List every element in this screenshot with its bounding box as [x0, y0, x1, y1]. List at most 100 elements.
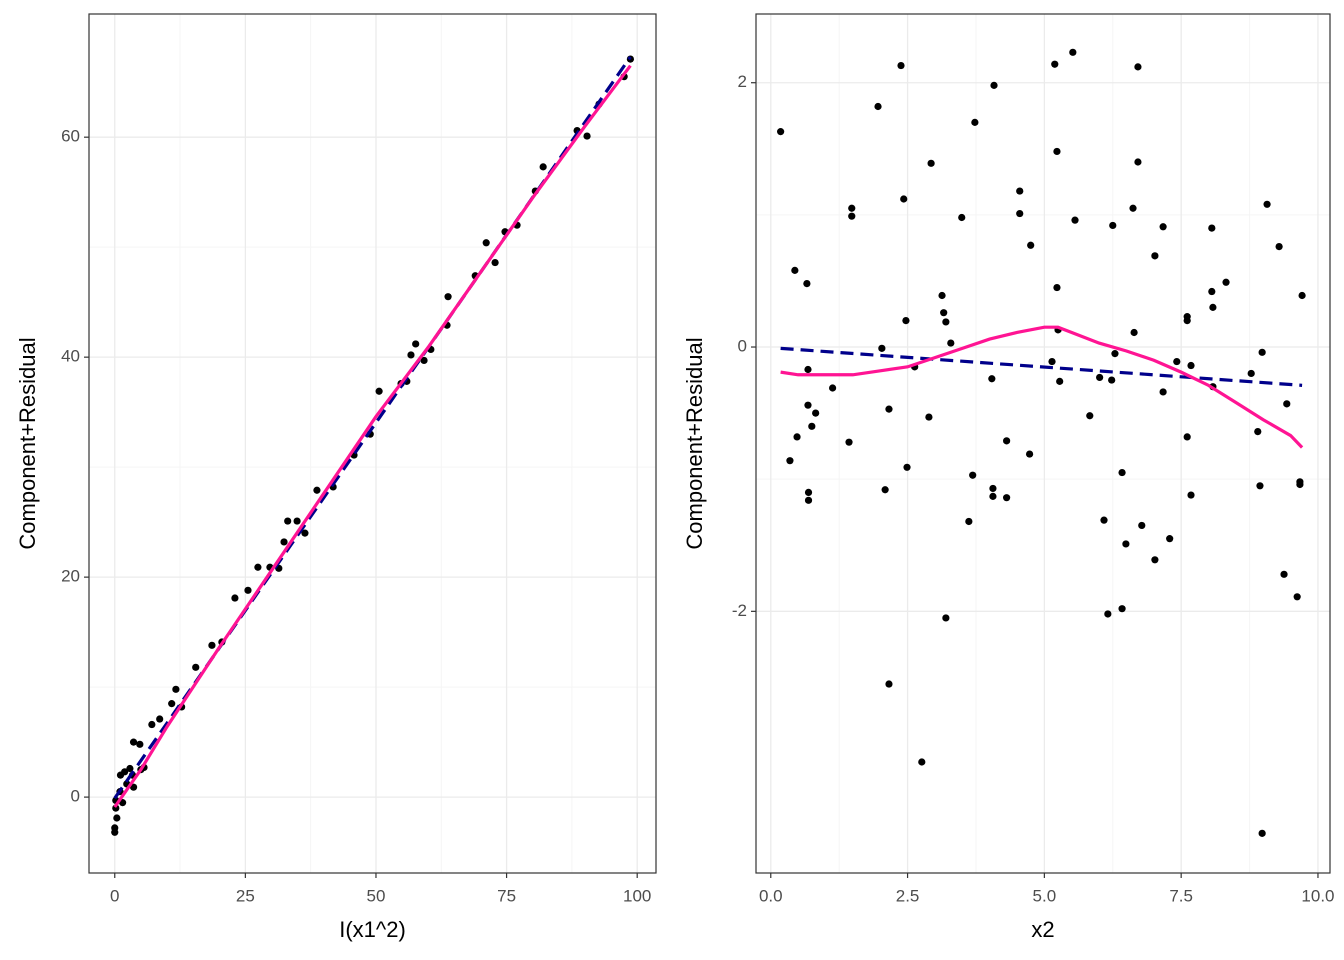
point	[1048, 357, 1056, 366]
x-axis-title: I(x1^2)	[339, 917, 406, 942]
point	[989, 484, 997, 493]
point	[313, 486, 321, 494]
point	[803, 279, 811, 288]
x-axis-title: x2	[1031, 917, 1054, 942]
point	[829, 384, 837, 392]
x-tick-label: 0	[110, 886, 119, 905]
point	[777, 128, 785, 136]
point	[1016, 209, 1024, 218]
point	[808, 422, 816, 430]
point	[407, 351, 415, 359]
point	[1069, 48, 1077, 56]
point	[1258, 348, 1266, 356]
point	[1173, 357, 1181, 366]
point	[804, 496, 813, 504]
point	[942, 614, 950, 622]
point	[1096, 373, 1104, 382]
y-tick-label: 40	[61, 347, 80, 366]
point	[583, 132, 591, 140]
point	[293, 517, 301, 525]
y-tick-label: 0	[738, 337, 747, 356]
point	[1003, 437, 1011, 445]
fit-line	[780, 346, 1303, 387]
point	[412, 340, 420, 348]
x-tick-label: 5.0	[1033, 886, 1057, 905]
point	[1051, 60, 1059, 68]
point	[1122, 540, 1130, 548]
point	[1256, 482, 1264, 490]
point	[1208, 287, 1216, 296]
point	[539, 163, 547, 171]
point	[1298, 291, 1306, 300]
point	[786, 457, 794, 465]
x-tick-label: 10.0	[1301, 886, 1334, 905]
point	[848, 212, 856, 220]
x-tick-label: 50	[367, 886, 386, 905]
point	[1159, 388, 1167, 396]
panel-border	[755, 13, 1331, 874]
point	[1151, 252, 1159, 260]
point	[791, 266, 799, 274]
point	[1100, 516, 1108, 524]
point	[874, 102, 882, 111]
point	[990, 81, 998, 89]
point	[1104, 610, 1112, 618]
point	[1296, 480, 1304, 489]
point	[927, 159, 935, 167]
x-tick-label: 7.5	[1169, 886, 1193, 905]
point	[244, 586, 252, 594]
point	[1111, 350, 1119, 358]
point	[793, 433, 801, 441]
point	[845, 438, 853, 446]
point	[1027, 241, 1035, 249]
point	[1003, 494, 1011, 502]
point	[1166, 535, 1174, 543]
point	[925, 413, 933, 421]
point	[1016, 187, 1024, 195]
point	[1209, 303, 1217, 311]
point	[878, 344, 886, 352]
fit-line	[780, 325, 1304, 449]
point	[1293, 593, 1301, 601]
point	[885, 405, 893, 413]
point	[804, 365, 812, 374]
panel: 0.0 2.5 5.0 7.5 10.0 -2 0 2 x2 Component+Residual	[682, 13, 1335, 942]
point	[958, 213, 966, 222]
point	[848, 204, 856, 212]
x-tick-label: 75	[497, 886, 516, 905]
point	[938, 291, 946, 300]
panel-background	[756, 14, 1330, 873]
point	[208, 641, 216, 649]
point	[902, 316, 910, 325]
point	[168, 700, 176, 708]
point	[1258, 829, 1266, 837]
point	[1151, 556, 1159, 564]
point	[1025, 450, 1034, 458]
fit-line	[113, 64, 632, 808]
point	[231, 594, 239, 602]
point	[804, 401, 812, 409]
point	[971, 118, 979, 126]
y-axis-title: Component+Residual	[682, 337, 707, 549]
point	[1283, 400, 1291, 408]
point	[1183, 316, 1191, 325]
point	[1159, 223, 1167, 231]
point	[111, 824, 119, 832]
point	[254, 563, 262, 571]
point	[918, 758, 926, 766]
point	[491, 258, 499, 267]
point	[280, 538, 288, 546]
point	[804, 488, 813, 496]
point	[940, 309, 948, 317]
point	[172, 685, 180, 693]
panel: 0 25 50 75 100 0 20 40 60 I(x1^2) Component+Residu…	[15, 13, 657, 942]
point	[812, 409, 820, 417]
point	[885, 680, 893, 688]
point	[375, 387, 383, 395]
point	[192, 663, 200, 671]
point	[121, 768, 129, 776]
point	[1263, 200, 1271, 208]
point	[903, 463, 911, 471]
point	[988, 375, 996, 383]
point	[301, 529, 309, 537]
